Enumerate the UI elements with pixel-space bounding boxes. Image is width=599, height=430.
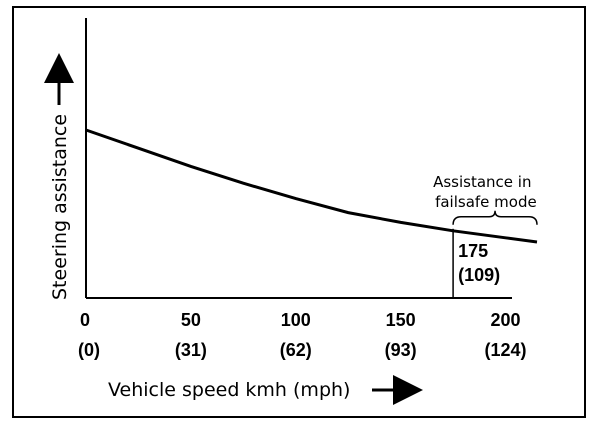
y-axis-label: Steering assistance	[49, 114, 71, 300]
marker-label-kmh: 175	[458, 241, 488, 261]
x-tick-label-mph: (62)	[280, 340, 312, 360]
chart-frame	[12, 6, 586, 418]
x-tick-label-mph: (124)	[485, 340, 527, 360]
marker-label-mph: (109)	[458, 265, 500, 285]
x-tick-label-mph: (93)	[385, 340, 417, 360]
x-tick-label-kmh: 50	[181, 310, 201, 330]
x-tick-label-kmh: 150	[386, 310, 416, 330]
annotation-line-1: Assistance in	[433, 173, 531, 191]
x-tick-label-mph: (0)	[78, 340, 100, 360]
x-tick-label-kmh: 100	[281, 310, 311, 330]
annotation-brace	[452, 210, 538, 225]
series-line	[85, 128, 538, 244]
x-axis-label: Vehicle speed kmh (mph)	[108, 379, 350, 401]
x-tick-label-kmh: 200	[491, 310, 521, 330]
x-tick-label-mph: (31)	[175, 340, 207, 360]
x-tick-labels: 0 (0) 50 (31) 100 (62) 150 (93) 200 (124)	[78, 310, 527, 360]
x-tick-label-kmh: 0	[80, 310, 90, 330]
annotation-line-2: failsafe mode	[435, 193, 537, 211]
